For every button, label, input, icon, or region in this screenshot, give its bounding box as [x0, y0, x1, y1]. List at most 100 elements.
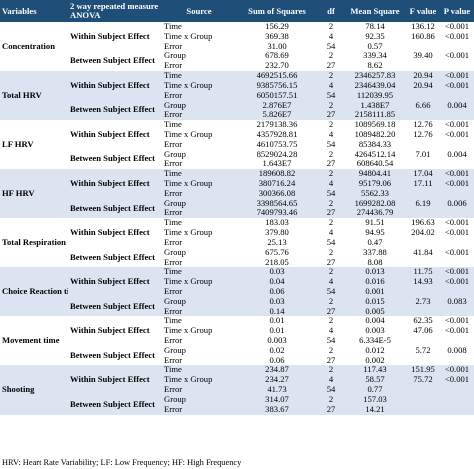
table-row: Time x Group 0.04 4 0.016 14.93 <0.001 — [0, 277, 474, 287]
p-value-cell — [440, 385, 474, 395]
df-cell: 2 — [318, 296, 344, 307]
p-value-cell — [440, 188, 474, 199]
between-subject-effect-label: Between Subject Effect — [68, 345, 162, 366]
p-value-cell: <0.001 — [440, 179, 474, 189]
sum-of-squares-cell: 300366.08 — [236, 188, 318, 199]
f-value-cell: 6.19 — [406, 198, 440, 209]
mean-square-cell: 1089569.18 — [344, 120, 406, 130]
mean-square-cell: 2158111.85 — [344, 110, 406, 121]
mean-square-cell: 112039.95 — [344, 90, 406, 101]
p-value-cell: 0.004 — [440, 149, 474, 160]
source-cell: Error — [162, 306, 236, 317]
table-row: Error 232.70 27 8.62 — [0, 61, 474, 72]
mean-square-cell: 1089482.20 — [344, 129, 406, 140]
mean-square-cell: 2346439.04 — [344, 80, 406, 91]
variable-name: Shooting — [0, 365, 68, 415]
f-value-cell — [406, 188, 440, 199]
df-cell: 2 — [318, 267, 344, 278]
mean-square-cell: 92.35 — [344, 31, 406, 42]
source-cell: Time — [162, 120, 236, 130]
between-subject-effect-label: Between Subject Effect — [68, 296, 162, 317]
source-cell: Error — [162, 237, 236, 248]
p-value-cell: <0.001 — [440, 316, 474, 327]
source-cell: Error — [162, 61, 236, 72]
f-value-cell: 12.76 — [406, 129, 440, 140]
sum-of-squares-cell: 383.67 — [236, 404, 318, 415]
source-cell: Error — [162, 208, 236, 219]
within-subject-effect-label: Within Subject Effect — [68, 120, 162, 150]
mean-square-cell: 14.21 — [344, 404, 406, 415]
sum-of-squares-cell: 189608.82 — [236, 169, 318, 179]
source-cell: Time — [162, 316, 236, 327]
mean-square-cell: 78.14 — [344, 22, 406, 32]
table-footnote: HRV: Heart Rate Variability; LF: Low Fre… — [2, 458, 242, 467]
p-value-cell — [440, 90, 474, 101]
df-cell: 54 — [318, 188, 344, 199]
header-sum-of-squares: Sum of Squares — [236, 0, 318, 22]
f-value-cell: 7.01 — [406, 149, 440, 160]
mean-square-cell: 0.47 — [344, 237, 406, 248]
p-value-cell: 0.006 — [440, 198, 474, 209]
between-subject-effect-label: Between Subject Effect — [68, 100, 162, 121]
header-method: 2 way repeated measure ANOVA — [68, 0, 162, 22]
p-value-cell — [440, 159, 474, 170]
df-cell: 2 — [318, 71, 344, 81]
f-value-cell: 20.94 — [406, 71, 440, 81]
source-cell: Error — [162, 139, 236, 150]
sum-of-squares-cell: 369.38 — [236, 31, 318, 42]
p-value-cell — [440, 139, 474, 150]
table-row: Error 0.06 54 0.001 — [0, 286, 474, 297]
variable-name: Movement time — [0, 316, 68, 366]
table-row: Between Subject Effect Group 675.76 2 337.88… — [0, 247, 474, 268]
p-value-cell — [440, 404, 474, 415]
table-row: Time x Group 9385756.15 4 2346439.04 20.94 <0… — [0, 80, 474, 91]
p-value-cell — [440, 257, 474, 268]
df-cell: 2 — [318, 51, 344, 62]
table-row: Between Subject Effect Group 0.02 2 0.012 5.7… — [0, 345, 474, 366]
p-value-cell — [440, 110, 474, 121]
table-row: Time x Group 234.27 4 58.57 75.72 <0.001 — [0, 375, 474, 386]
f-value-cell: 12.76 — [406, 120, 440, 130]
mean-square-cell: 4264512.14 — [344, 149, 406, 160]
table-row: Error 0.14 27 0.005 — [0, 306, 474, 317]
df-cell: 4 — [318, 129, 344, 140]
f-value-cell — [406, 355, 440, 366]
source-cell: Group — [162, 51, 236, 62]
df-cell: 2 — [318, 22, 344, 32]
f-value-cell: 11.75 — [406, 267, 440, 278]
sum-of-squares-cell: 678.69 — [236, 51, 318, 62]
table-row: Between Subject Effect Group 3398564.65 2 16… — [0, 198, 474, 219]
table-row: Error 25.13 54 0.47 — [0, 237, 474, 248]
f-value-cell — [406, 208, 440, 219]
mean-square-cell: 8.08 — [344, 257, 406, 268]
f-value-cell — [406, 257, 440, 268]
p-value-cell: 0.083 — [440, 296, 474, 307]
f-value-cell: 2.73 — [406, 296, 440, 307]
f-value-cell: 75.72 — [406, 375, 440, 386]
table-row: Time x Group 379.80 4 94.95 204.02 <0.001 — [0, 228, 474, 238]
table-row: Between Subject Effect Group 8529024.28 2 42… — [0, 149, 474, 170]
within-subject-effect-label: Within Subject Effect — [68, 267, 162, 297]
variable-name: Concentration — [0, 22, 68, 72]
f-value-cell — [406, 237, 440, 248]
df-cell: 2 — [318, 100, 344, 111]
mean-square-cell: 117.43 — [344, 365, 406, 376]
table-row: Time x Group 4357928.81 4 1089482.20 12.76 <0… — [0, 129, 474, 140]
sum-of-squares-cell: 41.73 — [236, 385, 318, 395]
p-value-cell: <0.001 — [440, 120, 474, 130]
variable-name: LF HRV — [0, 120, 68, 170]
p-value-cell — [440, 355, 474, 366]
table-row: Error 7409793.46 27 274436.79 — [0, 208, 474, 219]
source-cell: Error — [162, 355, 236, 366]
f-value-cell — [406, 41, 440, 52]
mean-square-cell: 339.34 — [344, 51, 406, 62]
sum-of-squares-cell: 218.05 — [236, 257, 318, 268]
p-value-cell: <0.001 — [440, 22, 474, 32]
mean-square-cell: 94.95 — [344, 228, 406, 238]
f-value-cell — [406, 394, 440, 405]
source-cell: Time — [162, 267, 236, 278]
f-value-cell: 204.02 — [406, 228, 440, 238]
source-cell: Time x Group — [162, 80, 236, 91]
p-value-cell — [440, 306, 474, 317]
source-cell: Group — [162, 100, 236, 111]
